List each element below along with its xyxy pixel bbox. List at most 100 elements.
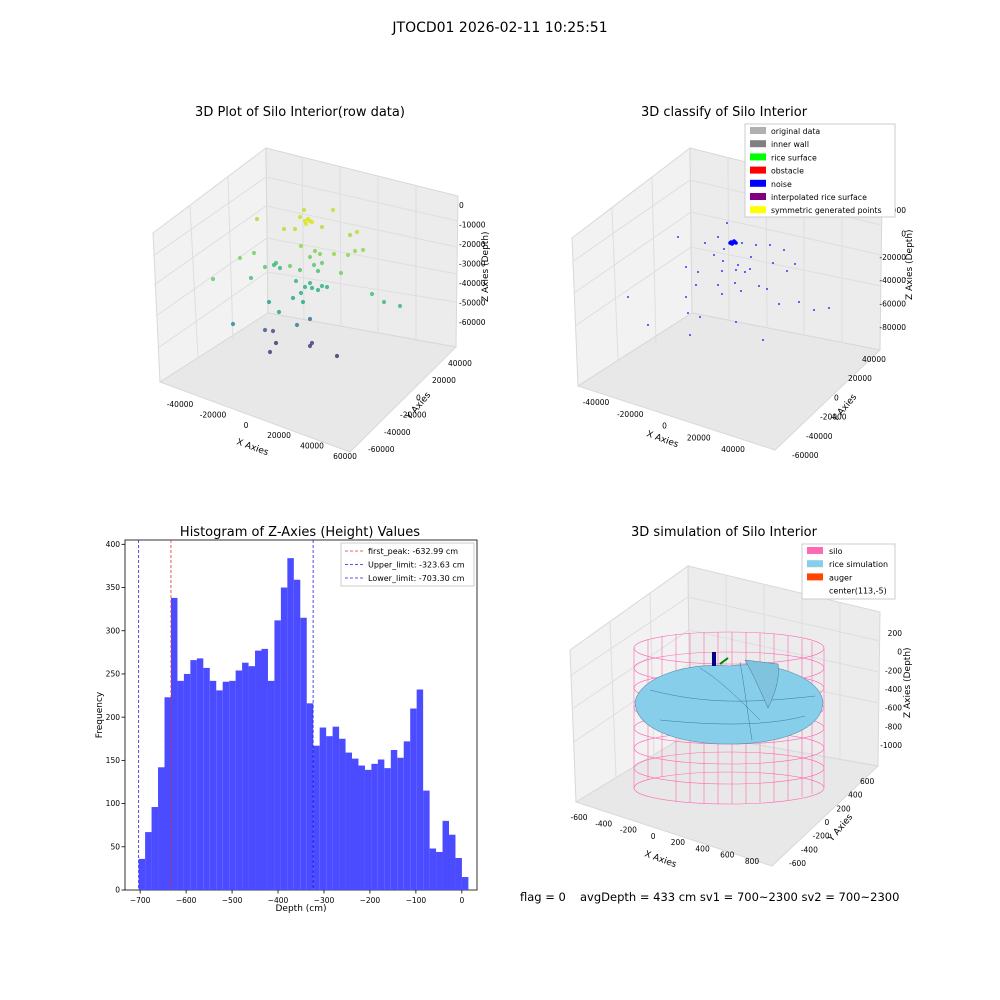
legend-label: interpolated rice surface [771,193,867,202]
panel-raw-3d-zlabel: Z Axies (Depth) [481,231,491,302]
raw-data-point [309,285,315,291]
legend-label: original data [771,127,820,136]
histogram-bar [332,726,340,890]
raw-data-point [293,278,299,284]
classified-noise-point [772,262,774,264]
raw-data-point [360,247,366,253]
raw-data-point [307,316,313,322]
legend-label: Upper_limit: -323.63 cm [368,561,465,570]
raw-data-point [230,321,236,327]
classified-noise-point [723,248,725,250]
legend-swatch [750,140,766,148]
histogram-x-tick-label: −700 [130,896,151,905]
histogram-bar [151,807,159,890]
histogram-y-tick-label: 300 [106,626,121,635]
legend-label: inner wall [771,140,809,149]
panel-classify-3d-y-ticks: -60000 -40000 -20000 0 20000 40000 [792,355,886,460]
histogram-bar [196,658,204,890]
panel-simulation-3d-z-tick: -400 [885,685,902,694]
histogram-y-tick-label: 100 [106,799,121,808]
legend-swatch [750,153,766,161]
panel-simulation-3d-y-tick: 400 [848,791,863,800]
panel-simulation-3d-x-tick: 200 [671,838,686,847]
classified-noise-point [647,324,649,326]
histogram-x-tick-label: −100 [406,896,427,905]
legend-swatch [750,193,766,200]
legend-swatch [807,586,823,594]
panel-simulation-3d-z-tick: -200 [885,666,902,675]
raw-data-point [298,290,304,296]
classified-noise-point [717,284,719,286]
panel-raw-3d-z-tick: -50000 [459,299,486,308]
classified-noise-point [695,284,697,286]
panel-simulation-3d-z-tick: -600 [885,704,902,713]
classified-noise-point [734,241,738,245]
raw-data-point [298,243,304,249]
histogram-xlabel: Depth (cm) [275,904,326,914]
classified-noise-point [778,303,780,305]
classified-noise-point [699,316,701,318]
panel-raw-3d-y-tick: -60000 [368,445,395,454]
histogram-bar [377,759,385,890]
histogram-bar [138,858,146,890]
classified-noise-point [627,296,629,298]
panel-simulation-3d-x-tick: 600 [720,851,735,860]
raw-data-point [267,349,273,355]
panel-simulation-3d-z-tick: -1000 [880,741,902,750]
panel-simulation-3d-y-tick: -600 [789,859,806,868]
panel-simulation-3d-y-tick: -200 [813,832,830,841]
histogram-bar [352,758,359,890]
raw-data-point [354,229,360,235]
histogram-legend: first_peak: -632.99 cm Upper_limit: -323.… [340,542,475,587]
panel-simulation-3d-x-tick: -400 [595,819,612,828]
legend-label: rice surface [771,153,817,162]
raw-data-point [312,248,318,254]
classified-noise-point [740,290,742,292]
legend-label: auger [829,573,853,582]
raw-data-point [302,284,308,290]
histogram-bar [287,558,294,890]
panel-classify-3d-z-tick: -60000 [879,300,906,309]
panel-raw-3d-panes [152,147,459,453]
histogram-bar [183,673,191,890]
raw-data-point [248,275,254,281]
panel-raw-3d-x-tick: 20000 [267,431,291,440]
histogram-bar [293,579,301,890]
raw-data-point [315,268,321,274]
auger-marker [712,652,729,666]
histogram-bar [339,738,346,890]
histogram-bar [410,708,417,890]
legend-swatch [750,206,766,214]
histogram-bar [442,820,449,890]
classified-noise-point [685,296,687,298]
classified-noise-point [758,285,760,287]
panel-classify-3d-z-tick: -40000 [879,276,906,285]
raw-data-point [307,280,313,286]
histogram-bar [423,790,430,890]
histogram-bar [429,848,437,890]
legend-swatch [807,547,823,554]
panel-raw-3d-z-tick: -40000 [459,279,486,288]
classified-noise-point [769,244,771,246]
panel-simulation-3d-z-tick: 200 [888,629,903,638]
classified-noise-point [728,241,732,245]
histogram-bar [300,617,307,890]
legend-swatch [750,166,766,174]
raw-data-point [303,221,309,227]
panel-raw-3d-title: 3D Plot of Silo Interior(row data) [195,105,405,120]
histogram-bar [164,697,171,890]
raw-data-point [270,328,276,334]
raw-data-point [292,226,298,232]
rice-surface [634,659,824,745]
histogram-bar [448,834,456,890]
histogram-bar [248,666,256,890]
legend-label: noise [771,180,792,189]
panel-classify-3d: 3D classify of Silo Interior -40000 -2000… [571,105,915,460]
histogram-ylabel: Frequency [95,691,105,738]
raw-data-point [266,299,272,305]
histogram-bar [403,741,411,890]
histogram-bar [280,587,288,890]
classified-noise-point [762,339,764,341]
panel-simulation-3d-x-ticks: -600 -400 -200 0 200 400 600 800 [570,813,759,866]
histogram-bar [203,667,210,890]
